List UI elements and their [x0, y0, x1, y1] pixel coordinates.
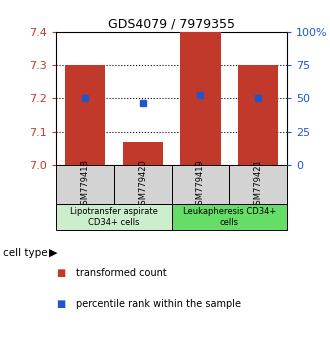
Bar — [180, 32, 221, 165]
Text: GSM779418: GSM779418 — [81, 159, 89, 210]
Bar — [172, 204, 287, 230]
Bar — [65, 65, 105, 165]
Text: ▶: ▶ — [49, 248, 57, 258]
Bar — [56, 165, 114, 204]
Text: cell type: cell type — [3, 248, 48, 258]
Text: GSM779419: GSM779419 — [196, 159, 205, 210]
Text: Leukapheresis CD34+
cells: Leukapheresis CD34+ cells — [183, 207, 276, 227]
Text: Lipotransfer aspirate
CD34+ cells: Lipotransfer aspirate CD34+ cells — [70, 207, 158, 227]
Text: ■: ■ — [56, 299, 65, 309]
Text: GSM779421: GSM779421 — [254, 159, 263, 210]
Text: transformed count: transformed count — [76, 268, 167, 278]
Title: GDS4079 / 7979355: GDS4079 / 7979355 — [108, 18, 235, 31]
Bar — [122, 142, 163, 165]
Text: ■: ■ — [56, 268, 65, 278]
Bar — [229, 165, 287, 204]
Bar — [56, 204, 172, 230]
Text: GSM779420: GSM779420 — [138, 159, 147, 210]
Bar — [114, 165, 172, 204]
Bar — [172, 165, 229, 204]
Text: percentile rank within the sample: percentile rank within the sample — [76, 299, 241, 309]
Bar — [238, 65, 279, 165]
